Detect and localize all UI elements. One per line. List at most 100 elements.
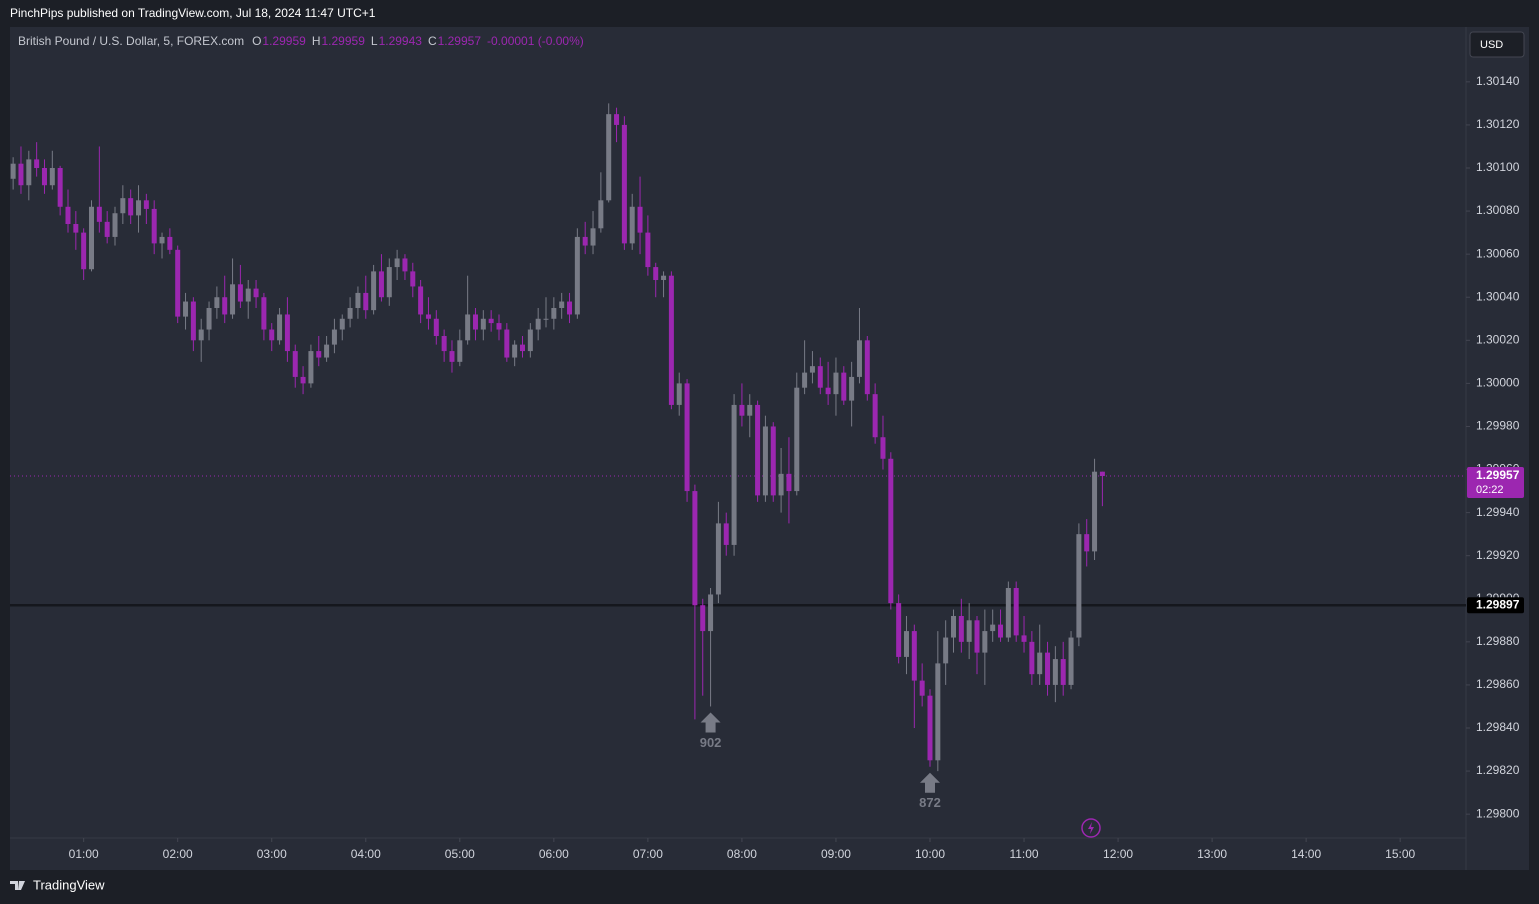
candle-body [308,351,314,384]
candle-body [653,267,659,280]
candle-body [159,236,165,244]
legend-key: H [312,34,321,48]
candle-body [120,198,126,214]
candle-body [1021,635,1027,642]
candle-body [551,308,557,319]
candle-body [958,616,964,642]
x-tick-label: 15:00 [1385,847,1415,861]
candle-body [856,340,862,377]
candle-body [183,301,189,317]
legend-value: 1.29957 [438,34,482,48]
candle-body [284,314,290,352]
y-tick-label: 1.29940 [1476,505,1520,519]
y-tick-label: 1.30040 [1476,289,1520,303]
x-tick-label: 12:00 [1103,847,1133,861]
x-tick-label: 05:00 [445,847,475,861]
candle-body [198,329,204,341]
candle-body [410,271,416,287]
candle-body [817,366,823,388]
annotation-label: 902 [700,735,722,750]
x-tick-label: 13:00 [1197,847,1227,861]
candle-body [708,594,714,632]
candle-body [919,680,925,696]
candle-body [167,236,173,250]
candle-body [143,200,149,209]
candle-body [10,163,16,179]
candle-body [543,318,549,320]
footer-logo [10,881,25,890]
y-tick-label: 1.30080 [1476,203,1520,217]
candle-body [574,236,580,315]
candle-body [880,437,886,459]
x-tick-label: 03:00 [257,847,287,861]
x-tick-label: 01:00 [69,847,99,861]
x-tick-label: 06:00 [539,847,569,861]
candle-body [661,275,667,280]
y-tick-label: 1.30060 [1476,246,1520,260]
candle-body [786,473,792,492]
candle-body [1013,588,1019,636]
candle-body [519,344,525,352]
y-tick-label: 1.30140 [1476,74,1520,88]
candle-body [1052,659,1058,685]
x-tick-label: 02:00 [163,847,193,861]
candle-body [371,271,377,311]
candle-body [49,168,55,186]
candle-body [1029,641,1035,675]
candle-body [96,206,102,222]
candle-body [237,284,243,302]
candles [10,103,1105,772]
candle-body [433,318,439,336]
candle-body [935,663,941,761]
candle-body [1084,534,1090,552]
candle-body [598,200,604,229]
legend-value: 1.29943 [379,34,423,48]
candle-body [57,168,63,207]
candle-body [794,387,800,492]
candle-body [230,284,236,315]
currency-button[interactable] [1469,31,1525,58]
currency[interactable]: USD [1480,39,1503,51]
lightning-icon[interactable] [1081,818,1101,838]
x-tick-label: 04:00 [351,847,381,861]
y-tick-label: 1.30000 [1476,376,1520,390]
x-tick-label: 08:00 [727,847,757,861]
candle-body [974,620,980,653]
y-tick-label: 1.30120 [1476,117,1520,131]
candle-body [324,344,330,358]
candle-body [34,159,40,168]
candle-body [872,394,878,438]
candle-body [1099,471,1105,476]
candle-body [739,404,745,416]
candle-body [441,336,447,352]
candle-body [480,318,486,330]
y-tick-label: 1.30100 [1476,160,1520,174]
candle-body [864,340,870,395]
y-tick-label: 1.29880 [1476,634,1520,648]
candle-body [1045,652,1051,685]
candle-body [951,616,957,638]
candle-body [802,372,808,388]
candle-body [762,426,768,496]
candle-body [277,314,283,341]
candle-body [465,314,471,341]
candle-body [316,351,322,358]
x-tick-label: 10:00 [915,847,945,861]
candle-body [998,624,1004,638]
candle-body [18,163,24,186]
candle-body [927,695,933,761]
current-price-box [1467,467,1524,498]
candle-body [692,491,698,606]
legend-value: 1.29959 [321,34,365,48]
y-tick-label: 1.30020 [1476,332,1520,346]
candle-body [1068,637,1074,685]
candle-body [418,286,424,315]
candle-body [1076,534,1082,638]
candle-body [331,329,337,345]
candle-body [457,340,463,362]
y-tick-label: 1.29920 [1476,548,1520,562]
candle-body [41,168,47,186]
annotation-arrow [919,772,940,793]
legend-key: C [428,34,437,48]
